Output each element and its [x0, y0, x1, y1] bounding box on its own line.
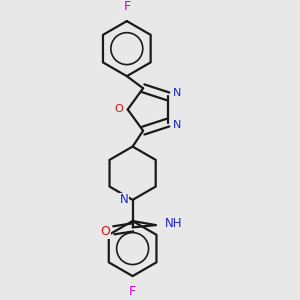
- Text: F: F: [129, 285, 136, 298]
- Text: O: O: [114, 104, 123, 115]
- Text: F: F: [123, 0, 130, 13]
- Text: N: N: [119, 194, 128, 206]
- Text: O: O: [100, 225, 110, 238]
- Text: NH: NH: [165, 217, 183, 230]
- Text: N: N: [173, 120, 182, 130]
- Text: N: N: [173, 88, 182, 98]
